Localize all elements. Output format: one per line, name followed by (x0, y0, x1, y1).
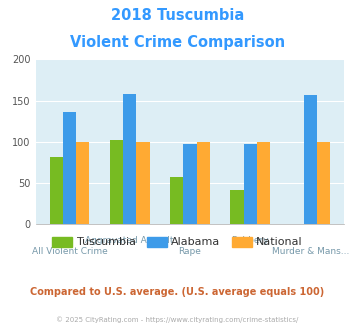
Bar (76, 142, 89, 224)
Bar (170, 178, 183, 224)
Text: © 2025 CityRating.com - https://www.cityrating.com/crime-statistics/: © 2025 CityRating.com - https://www.city… (56, 317, 299, 323)
Bar (183, 145, 197, 224)
Bar (136, 142, 149, 224)
Bar (244, 144, 257, 224)
Text: 2018 Tuscumbia: 2018 Tuscumbia (111, 8, 244, 23)
Legend: Tuscumbia, Alabama, National: Tuscumbia, Alabama, National (48, 232, 307, 252)
Bar (304, 95, 317, 224)
Text: Murder & Mans...: Murder & Mans... (272, 247, 349, 256)
Bar (50, 157, 63, 224)
Text: All Violent Crime: All Violent Crime (32, 247, 107, 256)
Bar (317, 142, 330, 224)
Bar (197, 142, 210, 224)
Bar (63, 112, 76, 224)
Bar (123, 94, 136, 224)
Bar (110, 140, 123, 224)
Text: Aggravated Assault: Aggravated Assault (86, 236, 174, 245)
Text: Violent Crime Comparison: Violent Crime Comparison (70, 35, 285, 50)
Bar (230, 190, 244, 224)
Bar (257, 142, 270, 224)
Text: Robbery: Robbery (231, 236, 269, 245)
Text: Rape: Rape (179, 247, 201, 256)
Text: Compared to U.S. average. (U.S. average equals 100): Compared to U.S. average. (U.S. average … (31, 287, 324, 297)
